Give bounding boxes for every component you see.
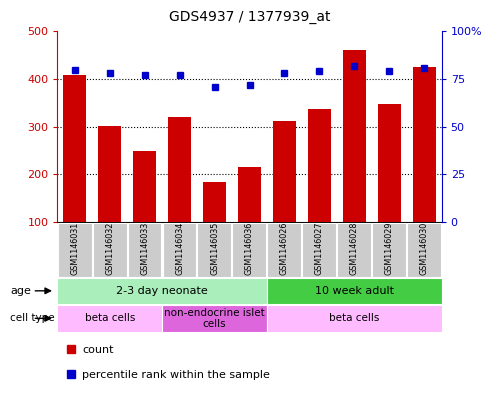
Bar	[267, 277, 442, 304]
Bar	[128, 222, 162, 277]
Bar	[413, 67, 436, 222]
Text: GSM1146036: GSM1146036	[245, 222, 254, 275]
Bar	[233, 222, 266, 277]
Text: percentile rank within the sample: percentile rank within the sample	[82, 370, 270, 380]
Bar	[378, 104, 401, 222]
Bar	[203, 182, 226, 222]
Text: GSM1146034: GSM1146034	[175, 222, 184, 275]
Text: beta cells: beta cells	[329, 313, 379, 323]
Bar	[372, 222, 406, 277]
Text: count: count	[82, 345, 114, 355]
Bar	[168, 117, 191, 222]
Text: GSM1146028: GSM1146028	[350, 222, 359, 275]
Text: age: age	[10, 286, 31, 296]
Bar	[57, 277, 267, 304]
Text: GSM1146033: GSM1146033	[140, 222, 149, 275]
Bar	[93, 222, 127, 277]
Text: GSM1146031: GSM1146031	[70, 222, 79, 275]
Text: cell type: cell type	[10, 313, 54, 323]
Bar	[343, 50, 366, 222]
Bar	[163, 222, 197, 277]
Bar	[267, 305, 442, 332]
Bar	[337, 222, 371, 277]
Bar	[63, 75, 86, 222]
Bar	[267, 222, 301, 277]
Bar	[98, 126, 121, 222]
Text: GSM1146026: GSM1146026	[280, 222, 289, 275]
Bar	[57, 305, 162, 332]
Text: GDS4937 / 1377939_at: GDS4937 / 1377939_at	[169, 10, 330, 24]
Bar	[273, 121, 296, 222]
Bar	[407, 222, 441, 277]
Bar	[198, 222, 232, 277]
Bar	[308, 108, 331, 222]
Text: GSM1146035: GSM1146035	[210, 222, 219, 275]
Bar	[302, 222, 336, 277]
Bar	[162, 305, 267, 332]
Text: beta cells: beta cells	[85, 313, 135, 323]
Text: 10 week adult: 10 week adult	[315, 286, 394, 296]
Text: GSM1146027: GSM1146027	[315, 222, 324, 275]
Text: GSM1146032: GSM1146032	[105, 222, 114, 275]
Bar	[58, 222, 92, 277]
Text: GSM1146030: GSM1146030	[420, 222, 429, 275]
Bar	[238, 167, 261, 222]
Text: GSM1146029: GSM1146029	[385, 222, 394, 275]
Text: 2-3 day neonate: 2-3 day neonate	[116, 286, 208, 296]
Bar	[133, 151, 156, 222]
Text: non-endocrine islet
cells: non-endocrine islet cells	[164, 308, 265, 329]
